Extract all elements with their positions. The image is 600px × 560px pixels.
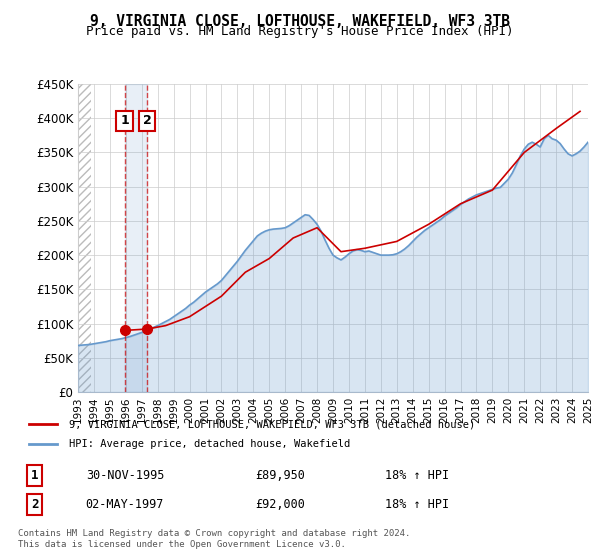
Text: £92,000: £92,000 [255,498,305,511]
Bar [125,84,147,392]
Text: Contains HM Land Registry data © Crown copyright and database right 2024.
This d: Contains HM Land Registry data © Crown c… [18,529,410,549]
Text: £89,950: £89,950 [255,469,305,482]
Text: 18% ↑ HPI: 18% ↑ HPI [385,498,449,511]
Text: Price paid vs. HM Land Registry's House Price Index (HPI): Price paid vs. HM Land Registry's House … [86,25,514,38]
Text: 02-MAY-1997: 02-MAY-1997 [86,498,164,511]
Text: 18% ↑ HPI: 18% ↑ HPI [385,469,449,482]
Text: 9, VIRGINIA CLOSE, LOFTHOUSE, WAKEFIELD, WF3 3TB: 9, VIRGINIA CLOSE, LOFTHOUSE, WAKEFIELD,… [90,14,510,29]
Text: 9, VIRGINIA CLOSE, LOFTHOUSE, WAKEFIELD, WF3 3TB (detached house): 9, VIRGINIA CLOSE, LOFTHOUSE, WAKEFIELD,… [69,419,475,429]
Text: 1: 1 [120,114,129,128]
Text: HPI: Average price, detached house, Wakefield: HPI: Average price, detached house, Wake… [69,439,350,449]
Text: 1: 1 [31,469,38,482]
Text: 2: 2 [31,498,38,511]
Text: 30-NOV-1995: 30-NOV-1995 [86,469,164,482]
Bar [78,84,91,392]
Bar [78,84,91,392]
Text: 2: 2 [143,114,152,128]
